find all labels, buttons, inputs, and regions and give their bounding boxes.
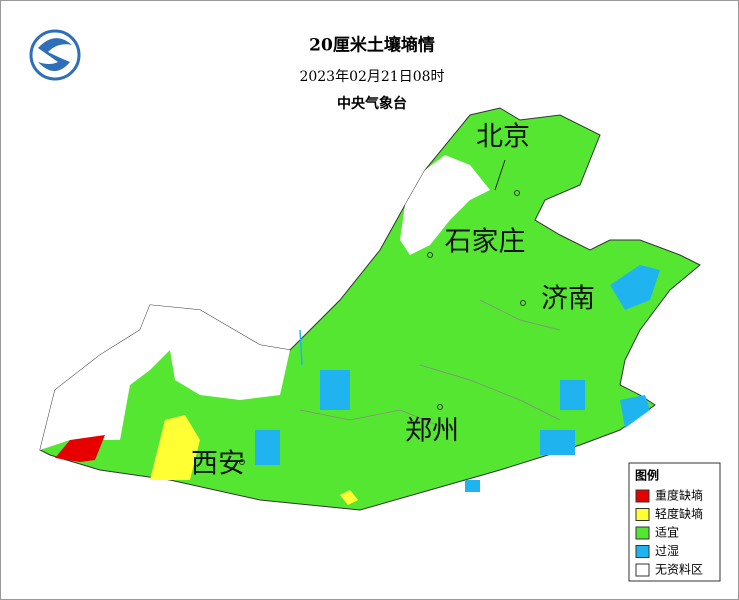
legend-label: 轻度缺墒 bbox=[655, 506, 703, 521]
legend-title: 图例 bbox=[635, 468, 659, 483]
map bbox=[39, 107, 701, 511]
title: 20厘米土壤墒情 bbox=[309, 35, 435, 56]
legend-swatch bbox=[635, 508, 650, 521]
legend-swatch bbox=[635, 545, 650, 558]
legend-label: 适宜 bbox=[655, 525, 679, 540]
city-dots bbox=[239, 190, 526, 465]
time: 2023年02月21日08时 bbox=[299, 69, 444, 85]
pointer bbox=[494, 159, 506, 191]
legend-label: 过湿 bbox=[655, 543, 679, 558]
city-label: 济南 bbox=[541, 284, 595, 315]
city-label: 郑州 bbox=[405, 416, 459, 447]
legend-swatch bbox=[635, 489, 650, 503]
legend-label: 重度缺墒 bbox=[655, 488, 703, 503]
city-label: 西安 bbox=[191, 449, 245, 480]
agency: 中央气象台 bbox=[337, 95, 407, 112]
legend-swatch bbox=[635, 563, 650, 577]
city-label: 石家庄 bbox=[445, 227, 526, 258]
city-label: 北京 bbox=[476, 122, 530, 153]
logo bbox=[29, 29, 81, 81]
legend-swatch bbox=[635, 526, 650, 540]
legend-label: 无资料区 bbox=[655, 563, 703, 577]
